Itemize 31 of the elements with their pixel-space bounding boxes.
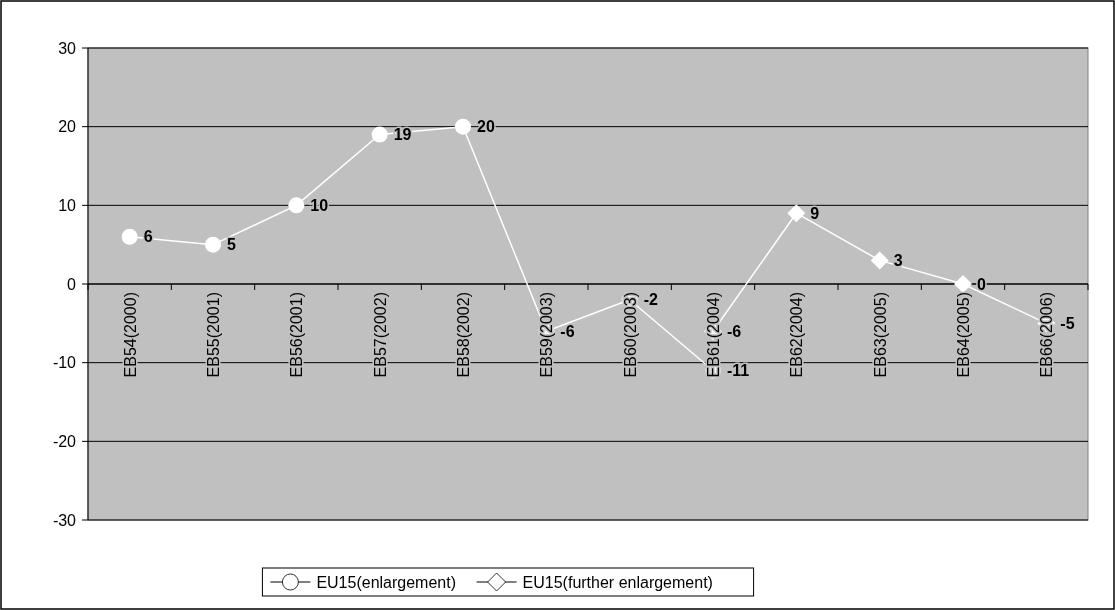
data-label: 5	[227, 236, 236, 254]
x-tick-label: EB61(2004)	[705, 292, 722, 378]
y-tick-label: 30	[58, 39, 77, 57]
y-tick-label: -20	[52, 432, 77, 450]
x-tick-label: EB62(2004)	[788, 292, 806, 378]
x-tick-label: EB57(2002)	[371, 292, 389, 378]
y-tick-label: 10	[58, 196, 77, 214]
y-tick-label: 20	[58, 118, 77, 136]
x-tick-label: EB55(2001)	[205, 292, 222, 378]
x-tick-label: EB63(2005)	[871, 292, 889, 378]
data-label: -6	[727, 322, 742, 340]
y-tick-label: 0	[67, 275, 77, 293]
data-label: -5	[1060, 314, 1075, 332]
legend-label: EU15(enlargement)	[316, 573, 457, 591]
data-label: 6	[143, 228, 153, 246]
y-tick-label: -10	[52, 354, 77, 372]
data-label: -11	[727, 362, 750, 380]
data-label: -6	[560, 322, 575, 340]
x-tick-label: EB54(2000)	[121, 292, 139, 378]
data-label: -2	[643, 291, 658, 309]
x-tick-label: EB64(2005)	[955, 292, 972, 378]
data-label: 9	[810, 204, 820, 222]
data-label: 3	[893, 252, 903, 269]
x-tick-label: EB56(2001)	[288, 292, 306, 378]
x-tick-label: EB59(2003)	[538, 292, 556, 378]
x-tick-label: EB66(2006)	[1038, 292, 1056, 378]
y-tick-label: -30	[52, 511, 77, 529]
legend-label: EU15(further enlargement)	[522, 573, 713, 591]
x-tick-label: EB58(2002)	[455, 292, 472, 378]
x-tick-label: EB60(2003)	[621, 292, 639, 378]
data-label: 19	[393, 126, 412, 144]
